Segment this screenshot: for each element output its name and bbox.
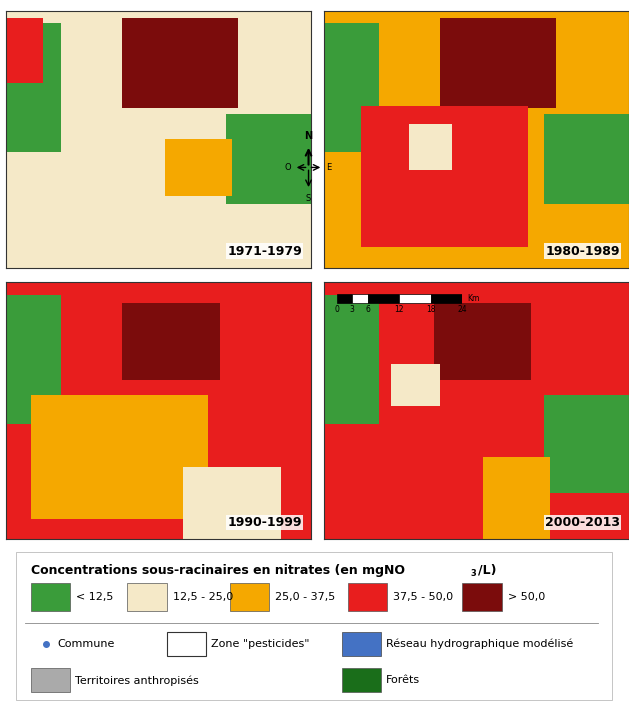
Text: Territoires anthropisés: Territoires anthropisés: [75, 675, 199, 685]
Text: Commune: Commune: [58, 639, 115, 649]
Bar: [6, 18, 43, 82]
Bar: [543, 114, 629, 204]
Text: < 12,5: < 12,5: [76, 592, 113, 602]
Text: 1980-1989: 1980-1989: [545, 245, 620, 257]
Text: 1971-1979: 1971-1979: [228, 245, 302, 257]
FancyBboxPatch shape: [348, 583, 387, 611]
FancyBboxPatch shape: [230, 583, 269, 611]
Bar: [183, 467, 281, 539]
Text: 3: 3: [470, 569, 476, 578]
FancyBboxPatch shape: [342, 668, 381, 692]
Text: 25,0 - 37,5: 25,0 - 37,5: [276, 592, 335, 602]
Text: 24: 24: [457, 305, 467, 314]
Text: 1990-1999: 1990-1999: [228, 516, 302, 529]
Text: Zone "pesticides": Zone "pesticides": [211, 639, 309, 649]
Text: 12,5 - 25,0: 12,5 - 25,0: [172, 592, 233, 602]
Text: Réseau hydrographique modélisé: Réseau hydrographique modélisé: [386, 639, 573, 649]
FancyBboxPatch shape: [31, 668, 70, 692]
FancyBboxPatch shape: [342, 632, 381, 656]
Bar: [434, 302, 532, 380]
Bar: [226, 114, 311, 204]
Bar: [360, 106, 528, 247]
Text: 6: 6: [365, 305, 370, 314]
Bar: [6, 295, 61, 424]
Bar: [482, 457, 550, 539]
Text: 0: 0: [334, 305, 339, 314]
Text: N: N: [304, 131, 313, 141]
Bar: [352, 294, 368, 303]
Bar: [324, 295, 379, 424]
Bar: [399, 294, 431, 303]
Bar: [31, 396, 208, 519]
Bar: [122, 302, 220, 380]
Bar: [324, 23, 379, 152]
FancyBboxPatch shape: [31, 583, 70, 611]
FancyBboxPatch shape: [16, 552, 612, 700]
Text: E: E: [326, 163, 331, 172]
Text: 3: 3: [350, 305, 355, 314]
Bar: [431, 294, 462, 303]
Text: 18: 18: [426, 305, 436, 314]
Text: Km: Km: [467, 294, 480, 302]
Text: > 50,0: > 50,0: [508, 592, 545, 602]
Bar: [440, 18, 556, 109]
Bar: [543, 396, 629, 493]
Text: Concentrations sous-racinaires en nitrates (en mgNO: Concentrations sous-racinaires en nitrat…: [31, 563, 404, 577]
Text: O: O: [284, 163, 291, 172]
FancyBboxPatch shape: [167, 632, 206, 656]
Text: 12: 12: [394, 305, 404, 314]
Text: 37,5 - 50,0: 37,5 - 50,0: [393, 592, 453, 602]
Bar: [391, 364, 440, 405]
Bar: [122, 18, 238, 109]
FancyBboxPatch shape: [462, 583, 502, 611]
FancyBboxPatch shape: [127, 583, 167, 611]
Bar: [368, 294, 399, 303]
Text: /L): /L): [477, 563, 496, 577]
Bar: [165, 139, 232, 196]
Text: 2000-2013: 2000-2013: [545, 516, 620, 529]
Bar: [6, 23, 61, 152]
Text: Forêts: Forêts: [386, 675, 420, 685]
Text: S: S: [306, 194, 311, 203]
Bar: [409, 124, 452, 170]
Bar: [337, 294, 352, 303]
